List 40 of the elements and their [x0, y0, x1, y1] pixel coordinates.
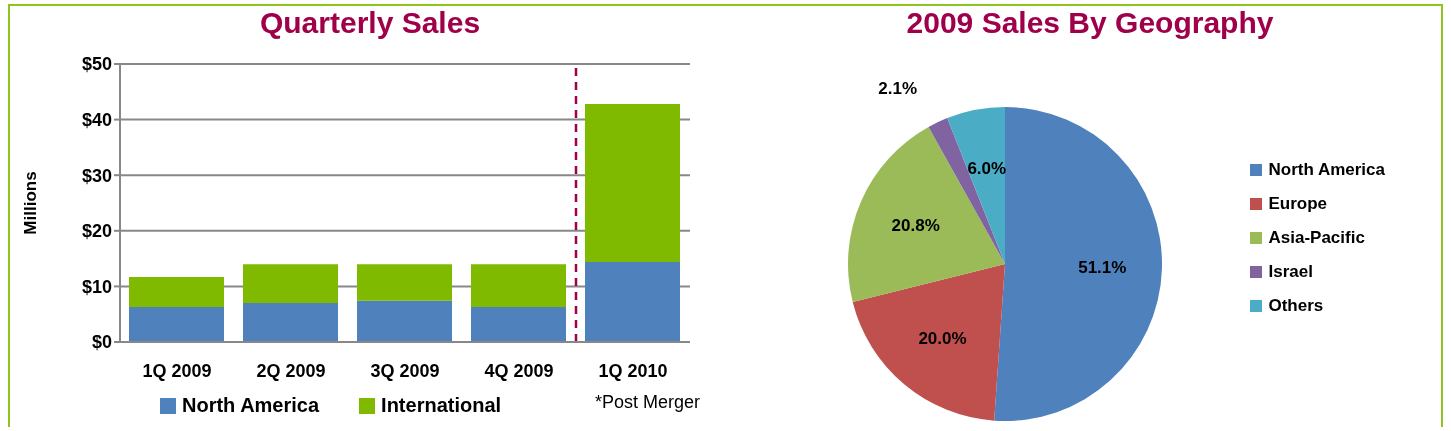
bar — [357, 300, 452, 342]
bar — [471, 264, 566, 307]
legend-label: Israel — [1268, 262, 1313, 282]
pie-slice — [852, 264, 1005, 421]
x-tick-label: 4Q 2009 — [484, 360, 554, 381]
chart-title: 2009 Sales By Geography — [905, 6, 1275, 41]
pie-slice — [848, 126, 1005, 303]
legend-label: Europe — [1268, 194, 1328, 214]
y-tick-label: $50 — [81, 54, 112, 75]
bar — [357, 264, 452, 301]
legend-label: Others — [1268, 296, 1324, 316]
y-tick-label: $10 — [81, 276, 112, 297]
y-tick-label: $20 — [81, 221, 112, 242]
data-label: 20.0% — [918, 329, 967, 349]
data-label: 20.8% — [891, 215, 940, 235]
y-tick-label: $40 — [81, 109, 112, 130]
bar — [243, 303, 338, 342]
bar — [129, 306, 224, 342]
legend-label: Asia-Pacific — [1268, 228, 1365, 248]
chart-title: Quarterly Sales — [258, 6, 482, 41]
x-tick-label: 3Q 2009 — [370, 360, 440, 381]
bar — [471, 306, 566, 342]
x-tick-label: 2Q 2009 — [256, 360, 326, 381]
bar — [585, 104, 680, 262]
y-tick-label: $0 — [91, 332, 112, 353]
data-label: 51.1% — [1078, 257, 1127, 277]
data-label: 6.0% — [967, 158, 1007, 178]
x-tick-label: 1Q 2010 — [598, 360, 668, 381]
bar — [585, 261, 680, 342]
pie-slice — [947, 107, 1005, 264]
legend-label: North America — [182, 394, 320, 417]
data-label: 2.1% — [878, 79, 918, 99]
legend-label: International — [381, 394, 502, 417]
text: *Post Merger — [595, 392, 701, 413]
y-tick-label: $30 — [81, 165, 112, 186]
bar — [243, 264, 338, 304]
bar — [129, 276, 224, 307]
x-tick-label: 1Q 2009 — [142, 360, 212, 381]
legend-label: North America — [1268, 160, 1385, 180]
y-axis-title: Millions — [21, 171, 41, 235]
